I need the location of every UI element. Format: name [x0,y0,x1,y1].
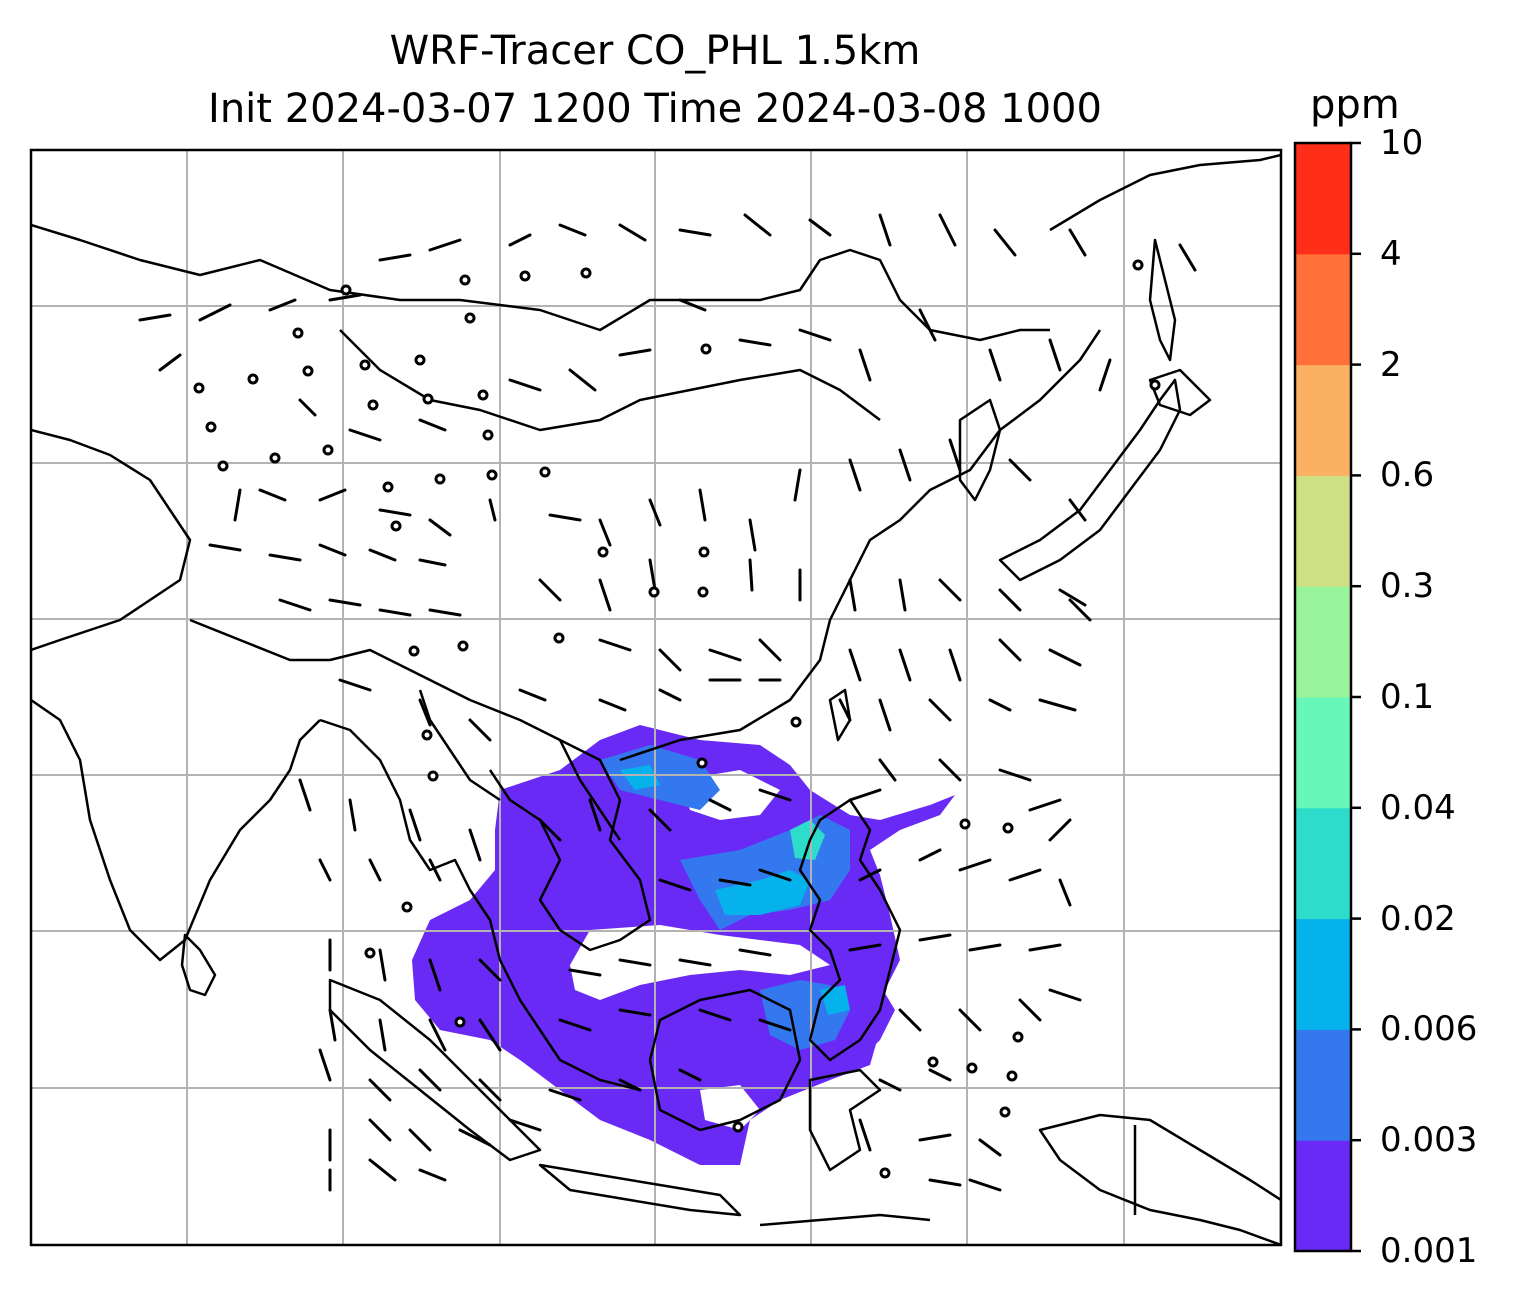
border-vietnam [558,739,622,841]
border-china-north [31,223,1050,342]
coastlines [31,153,1281,1245]
map-frame [29,148,1283,1247]
coast-sumatra [328,978,542,1162]
colorbar-segment [1295,1140,1351,1252]
colorbar-segment [1295,475,1351,587]
colorbar-segment [1295,697,1351,809]
colorbar-tick-label: 0.3 [1380,566,1435,607]
map-title-line-2: Init 2024-03-07 1200 Time 2024-03-08 100… [208,86,1102,132]
coast-korea [958,398,1002,502]
map-title-line-1: WRF-Tracer CO_PHL 1.5km [389,28,921,74]
colorbar-segment [1295,586,1351,698]
coast-sakhalin [1148,238,1177,362]
border-himalaya [189,618,471,702]
colorbar-tick-label: 0.02 [1380,898,1456,939]
coast-indochina [469,698,652,952]
border-myanmar [418,689,501,802]
gridlines [31,150,1281,1245]
colorbar-segment [1295,1029,1351,1141]
colorbar-tick-label: 2 [1380,344,1402,385]
coast-borneo [648,988,802,1132]
coast-china [619,329,1102,762]
coast-bay-east [319,718,641,1092]
colorbar-tick-label: 0.1 [1380,677,1435,717]
colorbar-segment [1295,807,1351,920]
border-central-asia [31,428,192,652]
plume-region-high [715,870,810,915]
coast-sulawesi [808,1068,882,1172]
colorbar-segment [1295,253,1351,366]
colorbar-tick-label: 0.6 [1380,455,1435,496]
colorbar-tick-label: 0.001 [1380,1231,1478,1271]
colorbar-segment [1295,364,1351,476]
colorbar-unit-label: ppm [1310,82,1400,128]
colorbar-tick-label: 4 [1380,233,1402,274]
colorbar-segment [1295,143,1351,255]
coast-russia-east [1049,153,1281,232]
colorbar-segment [1295,918,1351,1030]
plume-region-mid [600,745,720,810]
plume-region-high-2 [620,765,660,790]
coast-sri-lanka [180,933,217,997]
coast-india [31,698,321,962]
colorbar-tick-label: 0.04 [1380,787,1456,828]
wind-barbs [138,213,1197,1192]
coast-lesser-sunda [759,1213,931,1227]
colorbar-tick-label: 0.003 [1380,1120,1478,1161]
coast-japan [998,378,1182,582]
coast-java [538,1163,742,1217]
colorbar-tick-label: 0.006 [1380,1009,1478,1050]
coast-hokkaido [1148,368,1212,417]
coast-new-guinea [1038,1113,1281,1245]
colorbar-tick-label: 10 [1380,123,1424,163]
border-mongolia-south [339,329,881,432]
colorbar [1293,141,1361,1253]
calm-wind-markers [193,259,1161,1179]
coast-philippines [798,798,902,1062]
